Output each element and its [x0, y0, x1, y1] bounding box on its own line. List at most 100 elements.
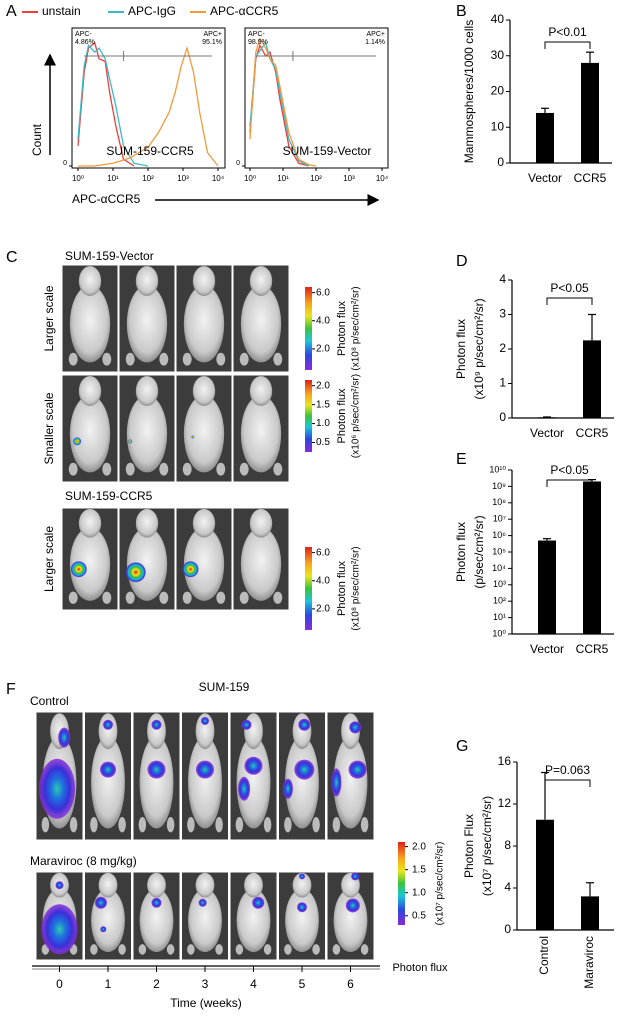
significance-bracket: [546, 297, 593, 305]
mouse-body: [333, 888, 368, 953]
colorbar-tick-label: 0.5: [412, 910, 426, 921]
panel-label: A: [6, 3, 17, 20]
time-tick-label: 6: [347, 977, 354, 991]
mouse-leg: [360, 944, 369, 955]
x-tick-label: 10²: [142, 174, 154, 183]
mouse-body: [285, 888, 319, 953]
colorbar-tick-label: 4.0: [316, 315, 330, 326]
significance-label: P<0.01: [548, 25, 587, 39]
signal-spot: [348, 760, 367, 779]
mouse-leg: [159, 462, 169, 476]
x-tick-label: 10¹: [277, 174, 289, 183]
bar: [581, 62, 599, 163]
signal-spot: [94, 896, 107, 909]
mouse-leg: [159, 591, 169, 604]
signal-spot: [147, 760, 166, 779]
colorbar-tick-label: 6.0: [316, 547, 330, 558]
mouse-head: [192, 376, 216, 407]
mouse-leg: [118, 944, 126, 955]
mouse-leg: [90, 816, 98, 833]
mouse-leg: [102, 591, 112, 604]
signal-spot: [241, 719, 252, 730]
y-tick-label: 10³: [493, 579, 506, 589]
y-tick-label: 0: [504, 922, 511, 936]
bar: [583, 340, 601, 418]
y-tick-label: 10: [491, 119, 505, 133]
y-axis-unit: (x10⁷ p/sec/cm²/sr): [480, 796, 494, 896]
x-axis-label: APC-αCCR5: [72, 192, 141, 206]
mouse-head: [78, 266, 102, 297]
y-axis-label: Count: [30, 123, 44, 156]
gate-label: APC+: [204, 31, 222, 38]
time-tick-label: 1: [105, 977, 112, 991]
colorbar-tick-label: 1.5: [316, 399, 330, 410]
y-tick-label: 10⁸: [492, 497, 506, 507]
mouse-leg: [216, 352, 226, 366]
x-tick-label: 10⁴: [376, 174, 389, 183]
colorbar-tick-label: 2.0: [412, 841, 426, 852]
signal-spot: [55, 881, 64, 890]
colorbar-tick-label: 1.5: [412, 864, 426, 875]
colorbar-tick-label: 2.0: [316, 380, 330, 391]
mouse-leg: [187, 816, 195, 833]
x-tick-label: Vector: [530, 642, 564, 656]
colorbar-tick-label: 0.5: [316, 437, 330, 448]
histogram-line: [77, 44, 149, 167]
mouse-head: [249, 376, 273, 407]
mouse-leg: [215, 816, 223, 833]
x-tick-label: CCR5: [576, 426, 609, 440]
mouse-leg: [239, 352, 249, 366]
gate-label: APC-: [75, 31, 92, 38]
colorbar-title: Photon flux: [336, 560, 348, 616]
y-axis-label: Photon flux: [454, 319, 468, 379]
bar: [538, 417, 556, 418]
gate-percent: 98.9%: [248, 39, 268, 46]
signal-spot: [100, 926, 107, 933]
significance-label: P<0.05: [550, 281, 589, 295]
mouse-leg: [215, 944, 223, 955]
sample-label: SUM-159-Vector: [283, 144, 372, 158]
mouse-body: [126, 527, 168, 601]
signal-spot: [298, 718, 311, 731]
mouse-leg: [125, 591, 135, 604]
mouse-leg: [166, 816, 175, 833]
signal-spot: [128, 439, 133, 444]
colorbar-unit: (x10⁷ p/sec/cm²/sr): [435, 842, 446, 926]
signal-spot: [331, 768, 342, 797]
legend-label: unstain: [42, 4, 81, 18]
time-tick-label: 0: [56, 977, 63, 991]
mouse-body: [188, 888, 222, 953]
mouse-head: [135, 376, 159, 407]
x-tick-label: 10²: [310, 174, 322, 183]
mouse-body: [69, 527, 111, 601]
mouse-head: [244, 872, 263, 898]
y-tick-label: 4: [504, 880, 511, 894]
signal-spot: [70, 561, 87, 578]
histogram-line: [77, 41, 135, 167]
y-axis-unit: (x10⁹ p/sec/cm²/sr): [472, 298, 486, 399]
mouse-body: [188, 736, 222, 829]
mouse-body: [126, 395, 168, 473]
colorbar-tick-label: 1.0: [412, 887, 426, 898]
mouse-leg: [284, 816, 292, 833]
mouse-body: [91, 888, 125, 953]
x-axis-label: Time (weeks): [170, 996, 242, 1010]
colorbar: [305, 380, 312, 452]
mouse-leg: [182, 591, 192, 604]
row-label: Larger scale: [42, 285, 56, 351]
sample-label: SUM-159-CCR5: [106, 144, 194, 158]
signal-spot: [73, 437, 82, 446]
bar: [538, 540, 556, 634]
mouse-leg: [138, 816, 147, 833]
gate-label: APC-: [248, 31, 265, 38]
significance-bracket: [544, 41, 591, 49]
time-tick-label: 5: [299, 977, 306, 991]
y-tick-label: 0: [497, 155, 504, 169]
y-tick-label: 10⁴: [492, 563, 506, 573]
signal-spot: [182, 561, 199, 578]
mouse-leg: [312, 816, 320, 833]
mouse-head: [78, 376, 102, 407]
mouse-body: [126, 285, 168, 363]
mouse-head: [98, 872, 118, 898]
